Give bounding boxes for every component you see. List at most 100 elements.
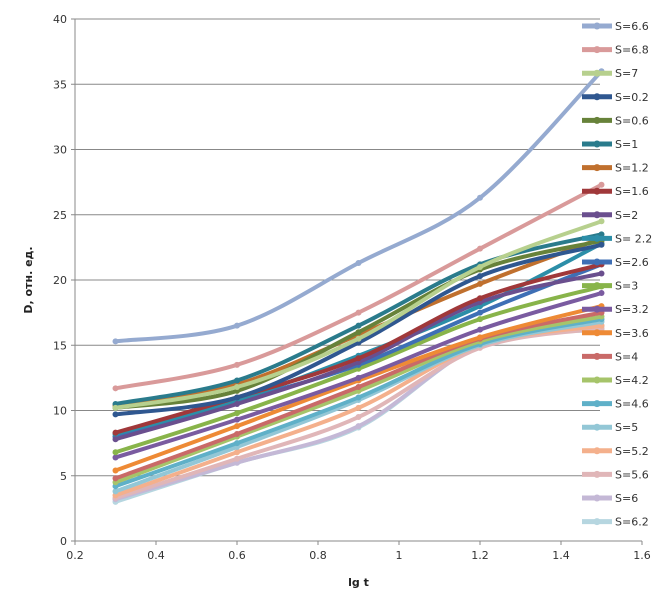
data-point	[112, 411, 119, 418]
legend-item: S=1	[582, 138, 638, 151]
legend-marker	[593, 352, 601, 360]
x-tick-label: 0.2	[66, 549, 84, 562]
data-point	[234, 384, 240, 391]
legend-label: S=4.6	[615, 398, 649, 411]
legend-marker	[593, 258, 601, 266]
data-point	[234, 377, 240, 384]
legend-marker	[593, 164, 601, 172]
y-tick-label: 15	[53, 339, 67, 352]
legend-item: S=1.6	[582, 185, 649, 198]
legend-item: S=5	[582, 421, 638, 434]
series-S-1	[112, 231, 605, 407]
x-tick-label: 1	[396, 549, 403, 562]
legend-marker	[593, 282, 601, 290]
x-tick-label: 0.4	[147, 549, 165, 562]
legend-item: S=5.6	[582, 468, 649, 481]
legend-label: S=1	[615, 138, 638, 151]
data-point	[477, 309, 483, 316]
data-point	[112, 338, 119, 345]
legend-item: S=6	[582, 492, 638, 505]
data-point	[112, 436, 119, 443]
data-point	[234, 440, 240, 447]
data-point	[355, 322, 362, 329]
data-point	[355, 335, 362, 342]
legend-label: S=3	[615, 280, 638, 293]
data-point	[234, 416, 240, 423]
data-point	[477, 326, 483, 333]
data-point	[355, 404, 362, 411]
legend-item: S=5.2	[582, 445, 649, 458]
legend-marker	[593, 211, 601, 219]
y-tick-label: 5	[60, 470, 67, 483]
legend-label: S=5.6	[615, 468, 649, 481]
legend-item: S=0.2	[582, 91, 649, 104]
data-point	[112, 449, 119, 456]
data-point	[355, 329, 362, 336]
data-point	[234, 455, 240, 462]
legend-label: S=0.6	[615, 114, 649, 127]
legend-item: S=2	[582, 209, 638, 222]
data-point	[598, 181, 605, 188]
data-point	[477, 280, 483, 287]
data-point	[234, 322, 240, 329]
data-point	[477, 316, 483, 323]
series-S-6.8	[112, 181, 605, 392]
y-tick-label: 40	[53, 13, 67, 26]
legend-item: S=3.2	[582, 303, 649, 316]
data-point	[112, 454, 119, 461]
data-point	[598, 270, 605, 277]
y-tick-label: 30	[53, 144, 67, 157]
y-tick-label: 10	[53, 405, 67, 418]
legend-marker	[593, 22, 601, 30]
legend-marker	[593, 329, 601, 337]
data-point	[234, 449, 240, 456]
legend-label: S=0.2	[615, 91, 649, 104]
legend-label: S=2.6	[615, 256, 649, 269]
data-point	[112, 467, 119, 474]
y-tick-label: 35	[53, 78, 67, 91]
data-point	[477, 273, 483, 280]
y-tick-label: 0	[60, 535, 67, 548]
legend-item: S=6.2	[582, 516, 649, 529]
data-point	[355, 414, 362, 421]
legend-label: S=5.2	[615, 445, 649, 458]
x-tick-label: 0.8	[309, 549, 327, 562]
legend-marker	[593, 187, 601, 195]
data-point	[355, 423, 362, 430]
data-point	[112, 475, 119, 482]
legend-marker	[593, 400, 601, 408]
data-point	[234, 394, 240, 401]
y-tick-label: 25	[53, 209, 67, 222]
legend-marker	[593, 518, 601, 526]
data-point	[112, 488, 119, 495]
data-point	[355, 355, 362, 362]
legend-item: S=0.6	[582, 114, 649, 127]
legend-item: S=3.6	[582, 327, 649, 340]
legend-marker	[593, 69, 601, 77]
legend-item: S=1.2	[582, 162, 649, 175]
x-tick-label: 1.6	[633, 549, 651, 562]
x-tick-label: 0.6	[228, 549, 246, 562]
legend-label: S=4.2	[615, 374, 649, 387]
data-point	[598, 290, 605, 297]
legend-marker	[593, 305, 601, 313]
data-point	[477, 295, 483, 302]
legend-marker	[593, 423, 601, 431]
legend-label: S=1.2	[615, 162, 649, 175]
x-tick-label: 1.2	[471, 549, 489, 562]
data-point	[355, 384, 362, 391]
legend-item: S=4.6	[582, 398, 649, 411]
data-point	[477, 194, 483, 201]
legend-item: S= 2.2	[582, 232, 652, 245]
data-point	[234, 361, 240, 368]
series-S-7	[112, 218, 605, 411]
legend-label: S=7	[615, 67, 638, 80]
legend-item: S=3	[582, 280, 638, 293]
axes: 0 5 10 15 20 25 30 35 40 0.2 0.4 0.6 0.8 1 1.2 1.4 1.6	[53, 13, 651, 562]
legend-label: S= 2.2	[615, 232, 652, 245]
data-point	[234, 410, 240, 417]
legend-label: S=2	[615, 209, 638, 222]
legend-item: S=6.6	[582, 20, 649, 33]
legend-label: S=6.8	[615, 44, 649, 57]
